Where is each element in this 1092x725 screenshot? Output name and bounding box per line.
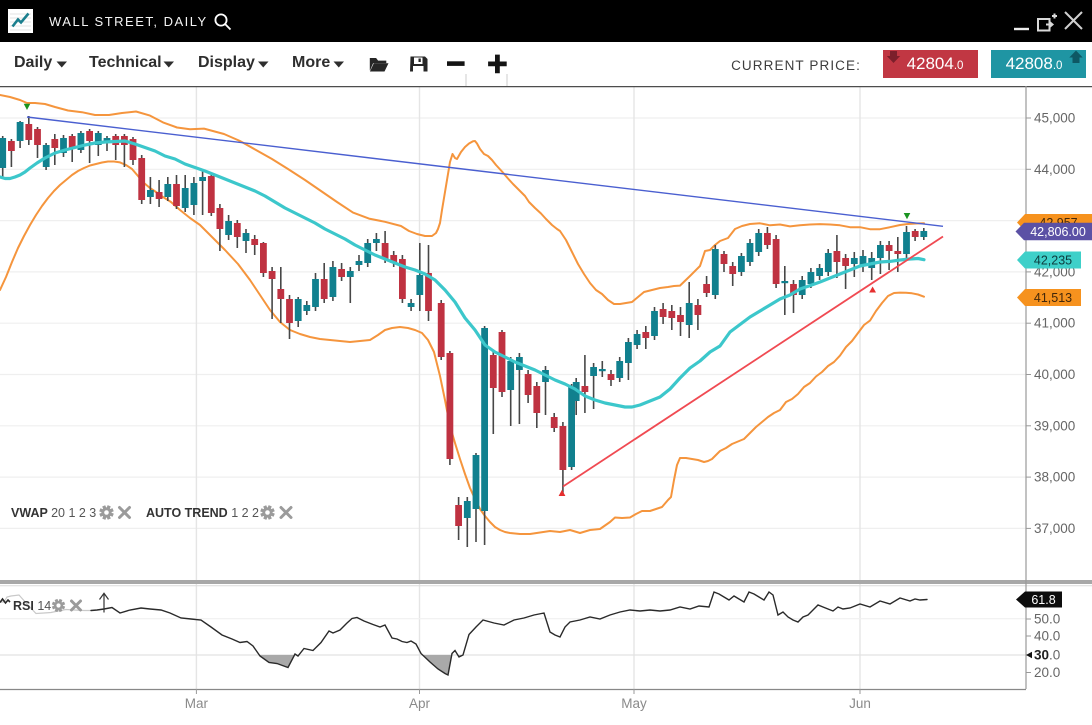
svg-text:VWAP 20 1 2 3: VWAP 20 1 2 3 <box>11 506 96 520</box>
svg-text:50.0: 50.0 <box>1034 612 1060 627</box>
svg-text:61.8: 61.8 <box>1031 593 1055 607</box>
svg-text:Apr: Apr <box>409 696 431 711</box>
svg-text:45,000: 45,000 <box>1034 111 1075 126</box>
svg-text:May: May <box>621 696 647 711</box>
svg-text:AUTO TREND 1 2 2: AUTO TREND 1 2 2 <box>146 506 259 520</box>
svg-text:20.0: 20.0 <box>1034 665 1060 680</box>
svg-text:Mar: Mar <box>185 696 209 711</box>
svg-text:42,806.00: 42,806.00 <box>1030 225 1086 239</box>
svg-text:30.0: 30.0 <box>1034 648 1060 663</box>
svg-text:41,000: 41,000 <box>1034 316 1075 331</box>
svg-text:44,000: 44,000 <box>1034 162 1075 177</box>
svg-text:38,000: 38,000 <box>1034 470 1075 485</box>
svg-text:37,000: 37,000 <box>1034 521 1075 536</box>
svg-text:39,000: 39,000 <box>1034 418 1075 433</box>
svg-text:RSI 14: RSI 14 <box>13 599 51 613</box>
svg-text:41,513: 41,513 <box>1034 291 1072 305</box>
svg-text:Jun: Jun <box>849 696 871 711</box>
svg-text:40.0: 40.0 <box>1034 629 1060 644</box>
svg-text:40,000: 40,000 <box>1034 367 1075 382</box>
svg-text:42,235: 42,235 <box>1034 254 1072 268</box>
